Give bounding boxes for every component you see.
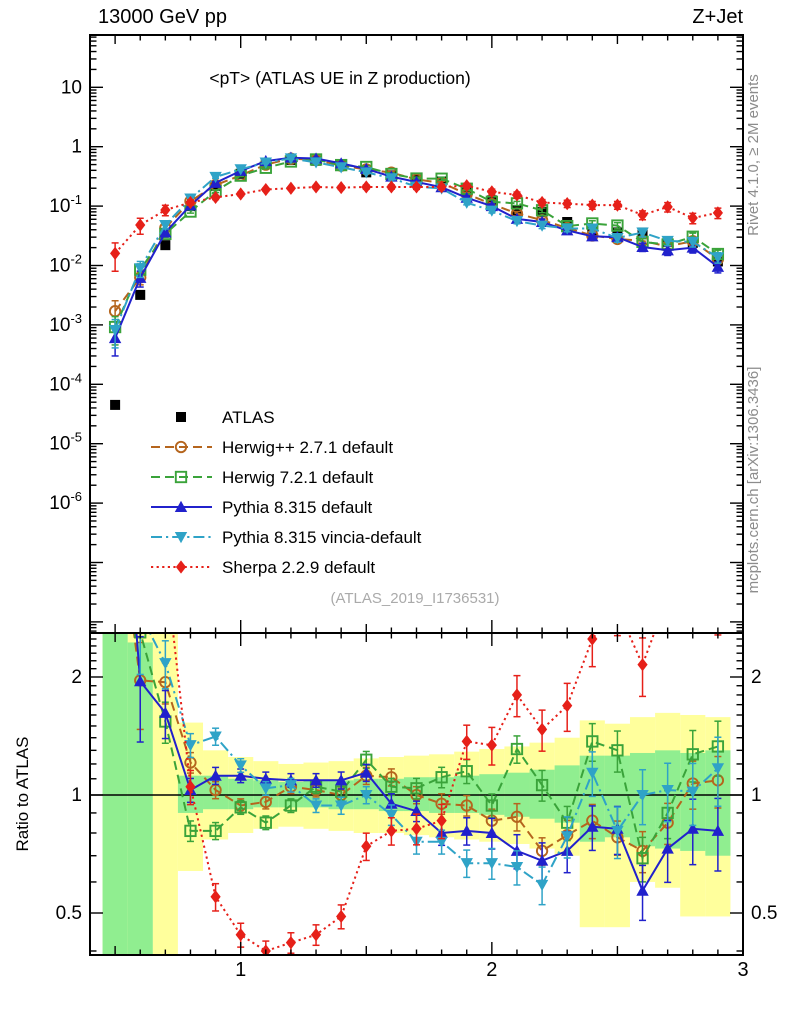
tick-label: 10-4 [49, 370, 82, 395]
tick-label: 1 [71, 785, 82, 806]
header-beam-energy: 13000 GeV pp [98, 6, 227, 28]
legend-label: ATLAS [222, 408, 275, 427]
tick-label: 1 [751, 785, 762, 806]
legend-label: Herwig 7.2.1 default [222, 468, 373, 487]
tick-label: 10-3 [49, 311, 82, 336]
legend-item: Sherpa 2.2.9 default [151, 558, 375, 577]
legend-item: Pythia 8.315 vincia-default [151, 528, 422, 547]
legend: ATLAS Herwig++ 2.7.1 default Herwig 7.2.1 … [151, 408, 422, 577]
tick-label: 2 [71, 667, 82, 688]
tick-label: 10 [61, 77, 82, 98]
tick-label: 1 [71, 137, 82, 158]
tick-label: 2 [751, 667, 762, 688]
tick-label: 1 [235, 959, 246, 981]
legend-item: Herwig 7.2.1 default [151, 468, 373, 487]
plot-title: <pT> (ATLAS UE in Z production) [209, 68, 470, 88]
tick-label: 10-2 [49, 252, 82, 277]
series [110, 179, 723, 273]
data-series [108, 151, 725, 955]
uncertainty-bands [90, 633, 743, 955]
header-process: Z+Jet [692, 6, 743, 28]
mcplots-arxiv-note: mcplots.cern.ch [arXiv:1306.3436] [745, 367, 762, 594]
series [172, 633, 722, 955]
tick-label: 0.5 [56, 903, 82, 924]
analysis-watermark: (ATLAS_2019_I1736531) [330, 590, 499, 607]
tick-label: 2 [486, 959, 497, 981]
tick-label: 10-6 [49, 489, 82, 514]
axes-frame: 1 2 3 10 1 10-1 10-2 10-3 10-4 10-5 10-6 0.5 0.5 1 1 2 2 [49, 34, 777, 981]
tick-label: 0.5 [751, 903, 777, 924]
series [108, 153, 725, 349]
legend-label: Pythia 8.315 vincia-default [222, 528, 422, 547]
tick-label: 10-1 [49, 192, 82, 217]
tick-label: 3 [737, 959, 748, 981]
legend-label: Herwig++ 2.7.1 default [222, 438, 393, 457]
legend-item: Pythia 8.315 default [151, 498, 373, 517]
legend-label: Sherpa 2.2.9 default [222, 558, 375, 577]
rivet-version-note: Rivet 4.1.0, ≥ 2M events [745, 74, 762, 236]
ratio-axis-label: Ratio to ATLAS [13, 737, 32, 852]
legend-label: Pythia 8.315 default [222, 498, 373, 517]
legend-item: Herwig++ 2.7.1 default [151, 438, 393, 457]
legend-item: ATLAS [176, 408, 275, 427]
tick-label: 10-5 [49, 430, 82, 455]
